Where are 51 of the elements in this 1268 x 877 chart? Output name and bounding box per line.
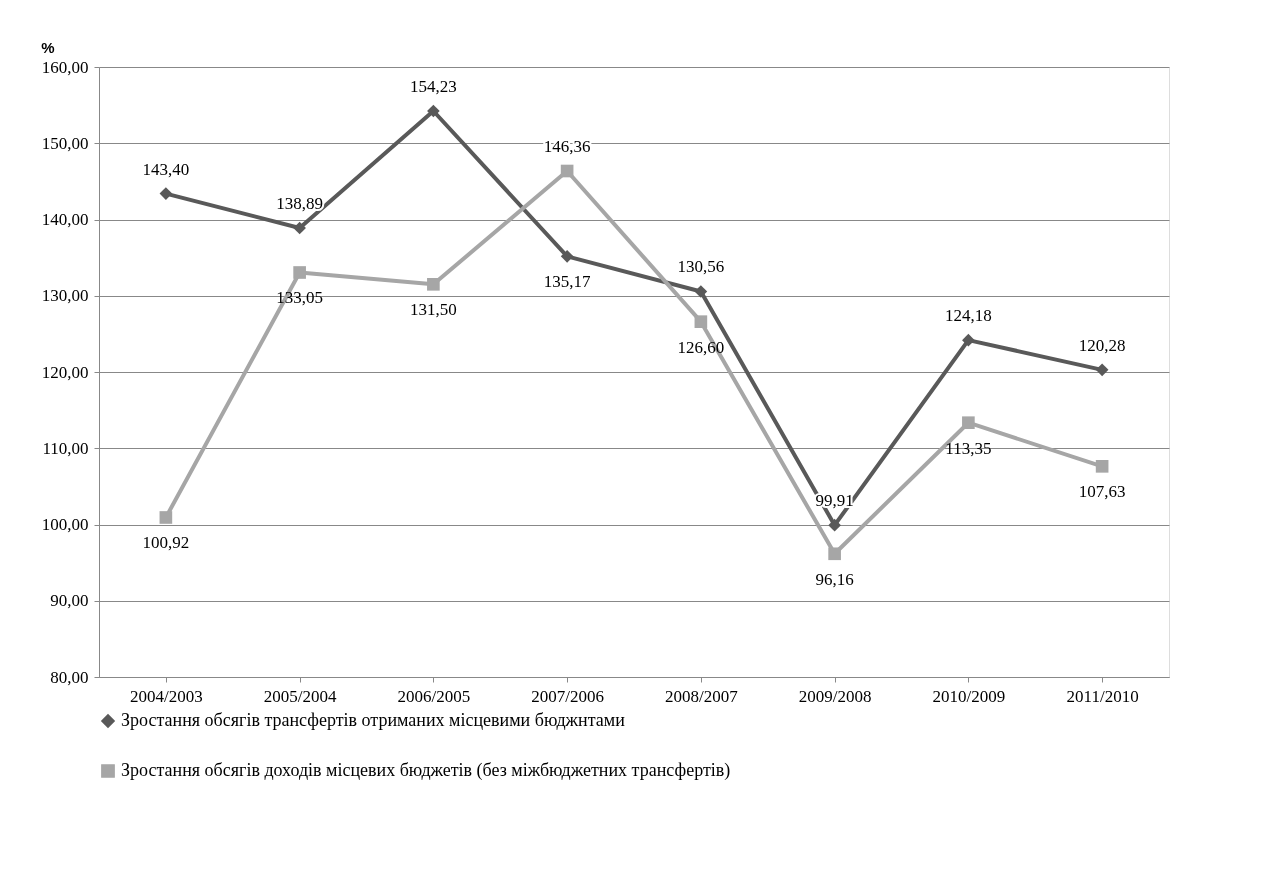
data-label: 138,89 <box>276 193 323 213</box>
legend-label: Зростання обсягів доходів місцевих бюджетів (без міжбюджетних трансфертів) <box>121 760 731 781</box>
x-tick-label: 2010/2009 <box>932 686 1006 706</box>
y-tick-label: 110,00 <box>42 438 89 458</box>
y-tick-label: 130,00 <box>41 286 89 306</box>
point <box>427 277 440 291</box>
point <box>828 547 841 561</box>
data-label: 143,40 <box>142 159 190 179</box>
point <box>828 518 841 532</box>
point <box>560 250 574 263</box>
data-label: 133,05 <box>276 288 323 308</box>
legend-label: Зростання обсягів трансфертів отриманих місцевими бюджнтами <box>121 710 626 730</box>
x-tick-label: 2007/2006 <box>531 686 604 706</box>
x-tick-label: 2004/2003 <box>130 686 203 706</box>
data-label: 124,18 <box>945 306 992 326</box>
y-tick-label: 140,00 <box>41 210 89 229</box>
point <box>560 164 574 178</box>
data-label: 120,28 <box>1078 335 1126 355</box>
point <box>1095 460 1109 473</box>
data-label: 130,56 <box>677 257 725 277</box>
x-tick-label: 2008/2007 <box>665 686 739 706</box>
point <box>962 416 975 430</box>
y-tick-label: 120,00 <box>41 362 89 382</box>
data-label: 135,17 <box>543 272 591 292</box>
data-label: 96,16 <box>815 569 854 589</box>
y-tick-label: 100,00 <box>41 515 89 534</box>
point <box>962 333 975 347</box>
x-tick-label: 2005/2004 <box>263 686 337 706</box>
y-tick-label: 150,00 <box>41 133 89 153</box>
data-label: 100,92 <box>142 533 190 553</box>
y-tick-label: 90,00 <box>50 591 89 611</box>
point <box>1095 363 1109 377</box>
data-label: 107,63 <box>1078 482 1126 502</box>
point <box>694 285 708 298</box>
y-axis-title: % <box>41 38 55 56</box>
data-label: 131,50 <box>410 300 457 320</box>
data-label: 113,35 <box>945 438 992 458</box>
x-tick-label: 2006/2005 <box>397 686 471 706</box>
data-label: 126,60 <box>677 337 725 357</box>
x-tick-label: 2009/2008 <box>798 686 872 706</box>
point <box>427 104 440 118</box>
y-tick-label: 160,00 <box>41 57 89 77</box>
point <box>293 221 306 235</box>
point <box>694 315 708 328</box>
point <box>293 266 306 279</box>
point <box>159 187 173 200</box>
point <box>159 511 173 524</box>
y-tick-label: 80,00 <box>50 667 89 687</box>
data-label: 146,36 <box>543 137 591 157</box>
data-label: 154,23 <box>410 77 457 96</box>
x-tick-label: 2011/2010 <box>1066 686 1139 706</box>
